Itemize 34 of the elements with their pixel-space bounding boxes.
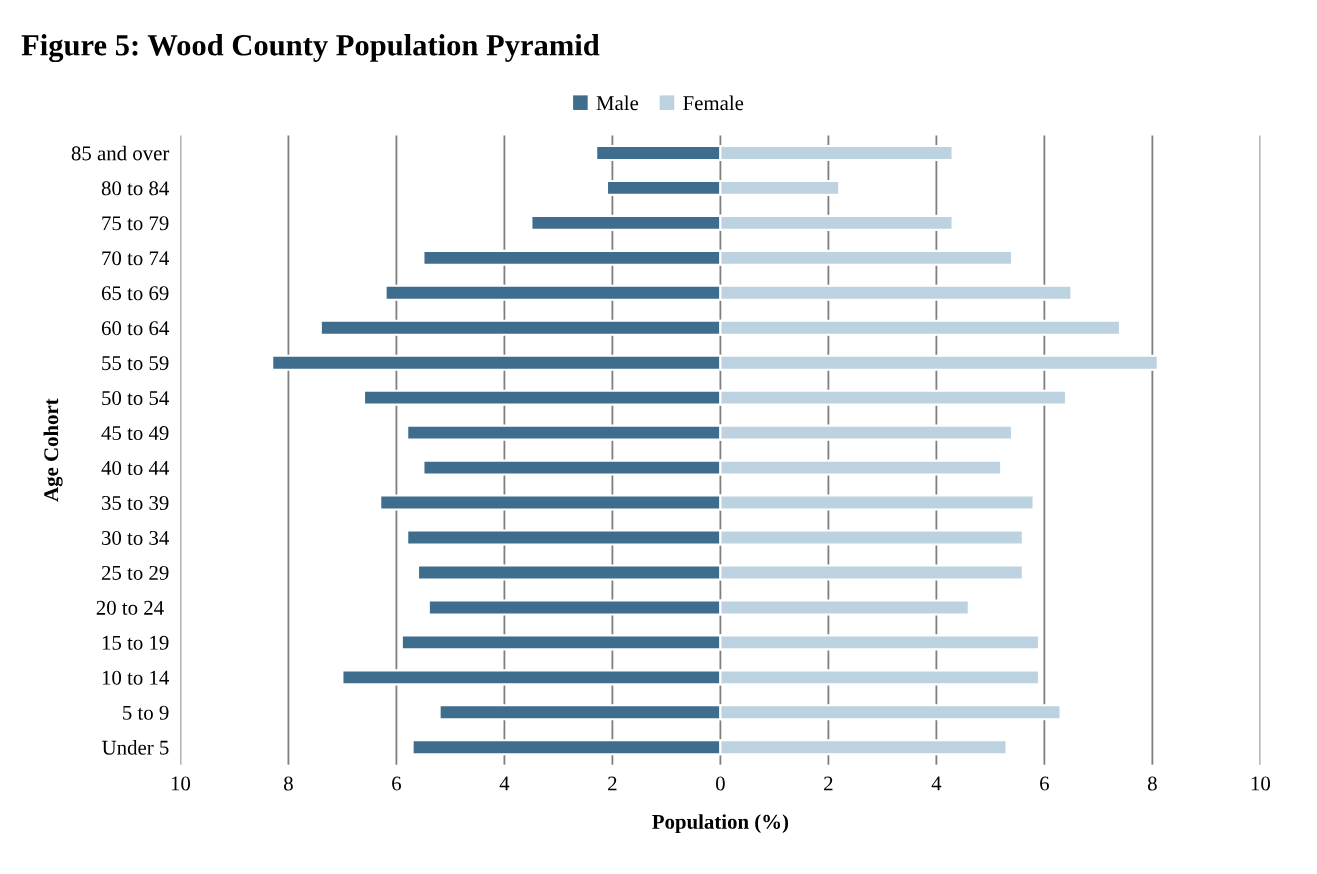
x-tick-label: 8 xyxy=(284,776,293,791)
y-tick-label: 80 to 84 xyxy=(101,181,169,196)
y-tick-label: 55 to 59 xyxy=(102,356,169,371)
y-tick-label: 20 to 24 xyxy=(96,600,164,615)
y-tick-label: 75 to 79 xyxy=(102,216,169,231)
y-tick-label: 30 to 34 xyxy=(102,530,169,545)
x-tick-label: 4 xyxy=(499,776,510,791)
y-axis-title: Age Cohort xyxy=(43,398,63,502)
x-tick-label: 0 xyxy=(715,776,725,791)
y-tick-label: Under 5 xyxy=(102,740,169,755)
y-tick-label: 10 to 14 xyxy=(102,670,169,685)
x-axis-title: Population (%) xyxy=(652,814,789,834)
x-tick-label: 10 xyxy=(171,776,191,791)
x-tick-label: 2 xyxy=(824,776,833,791)
y-tick-label: 70 to 74 xyxy=(102,251,169,266)
x-tick-label: 2 xyxy=(608,776,617,791)
y-tick-label: 60 to 64 xyxy=(101,321,169,336)
x-tick-label: 10 xyxy=(1251,776,1270,791)
legend-label: Male xyxy=(596,95,639,111)
y-tick-label: 25 to 29 xyxy=(101,565,169,580)
y-tick-label: 35 to 39 xyxy=(102,495,169,510)
y-tick-label: 15 to 19 xyxy=(102,635,169,650)
x-tick-label: 6 xyxy=(392,776,401,791)
x-tick-label: 6 xyxy=(1040,776,1049,791)
y-tick-label: 5 to 9 xyxy=(123,705,169,720)
y-tick-label: 65 to 69 xyxy=(101,286,169,301)
chart-title: Figure 5: Wood County Population Pyramid xyxy=(21,34,600,63)
y-tick-label: 85 and over xyxy=(71,145,170,161)
x-tick-label: 8 xyxy=(1147,776,1157,791)
x-tick-label: 4 xyxy=(931,776,942,791)
y-tick-label: 45 to 49 xyxy=(101,426,169,441)
y-tick-label: 50 to 54 xyxy=(102,391,169,406)
legend-label: Female xyxy=(683,95,744,111)
y-tick-label: 40 to 44 xyxy=(101,460,169,476)
